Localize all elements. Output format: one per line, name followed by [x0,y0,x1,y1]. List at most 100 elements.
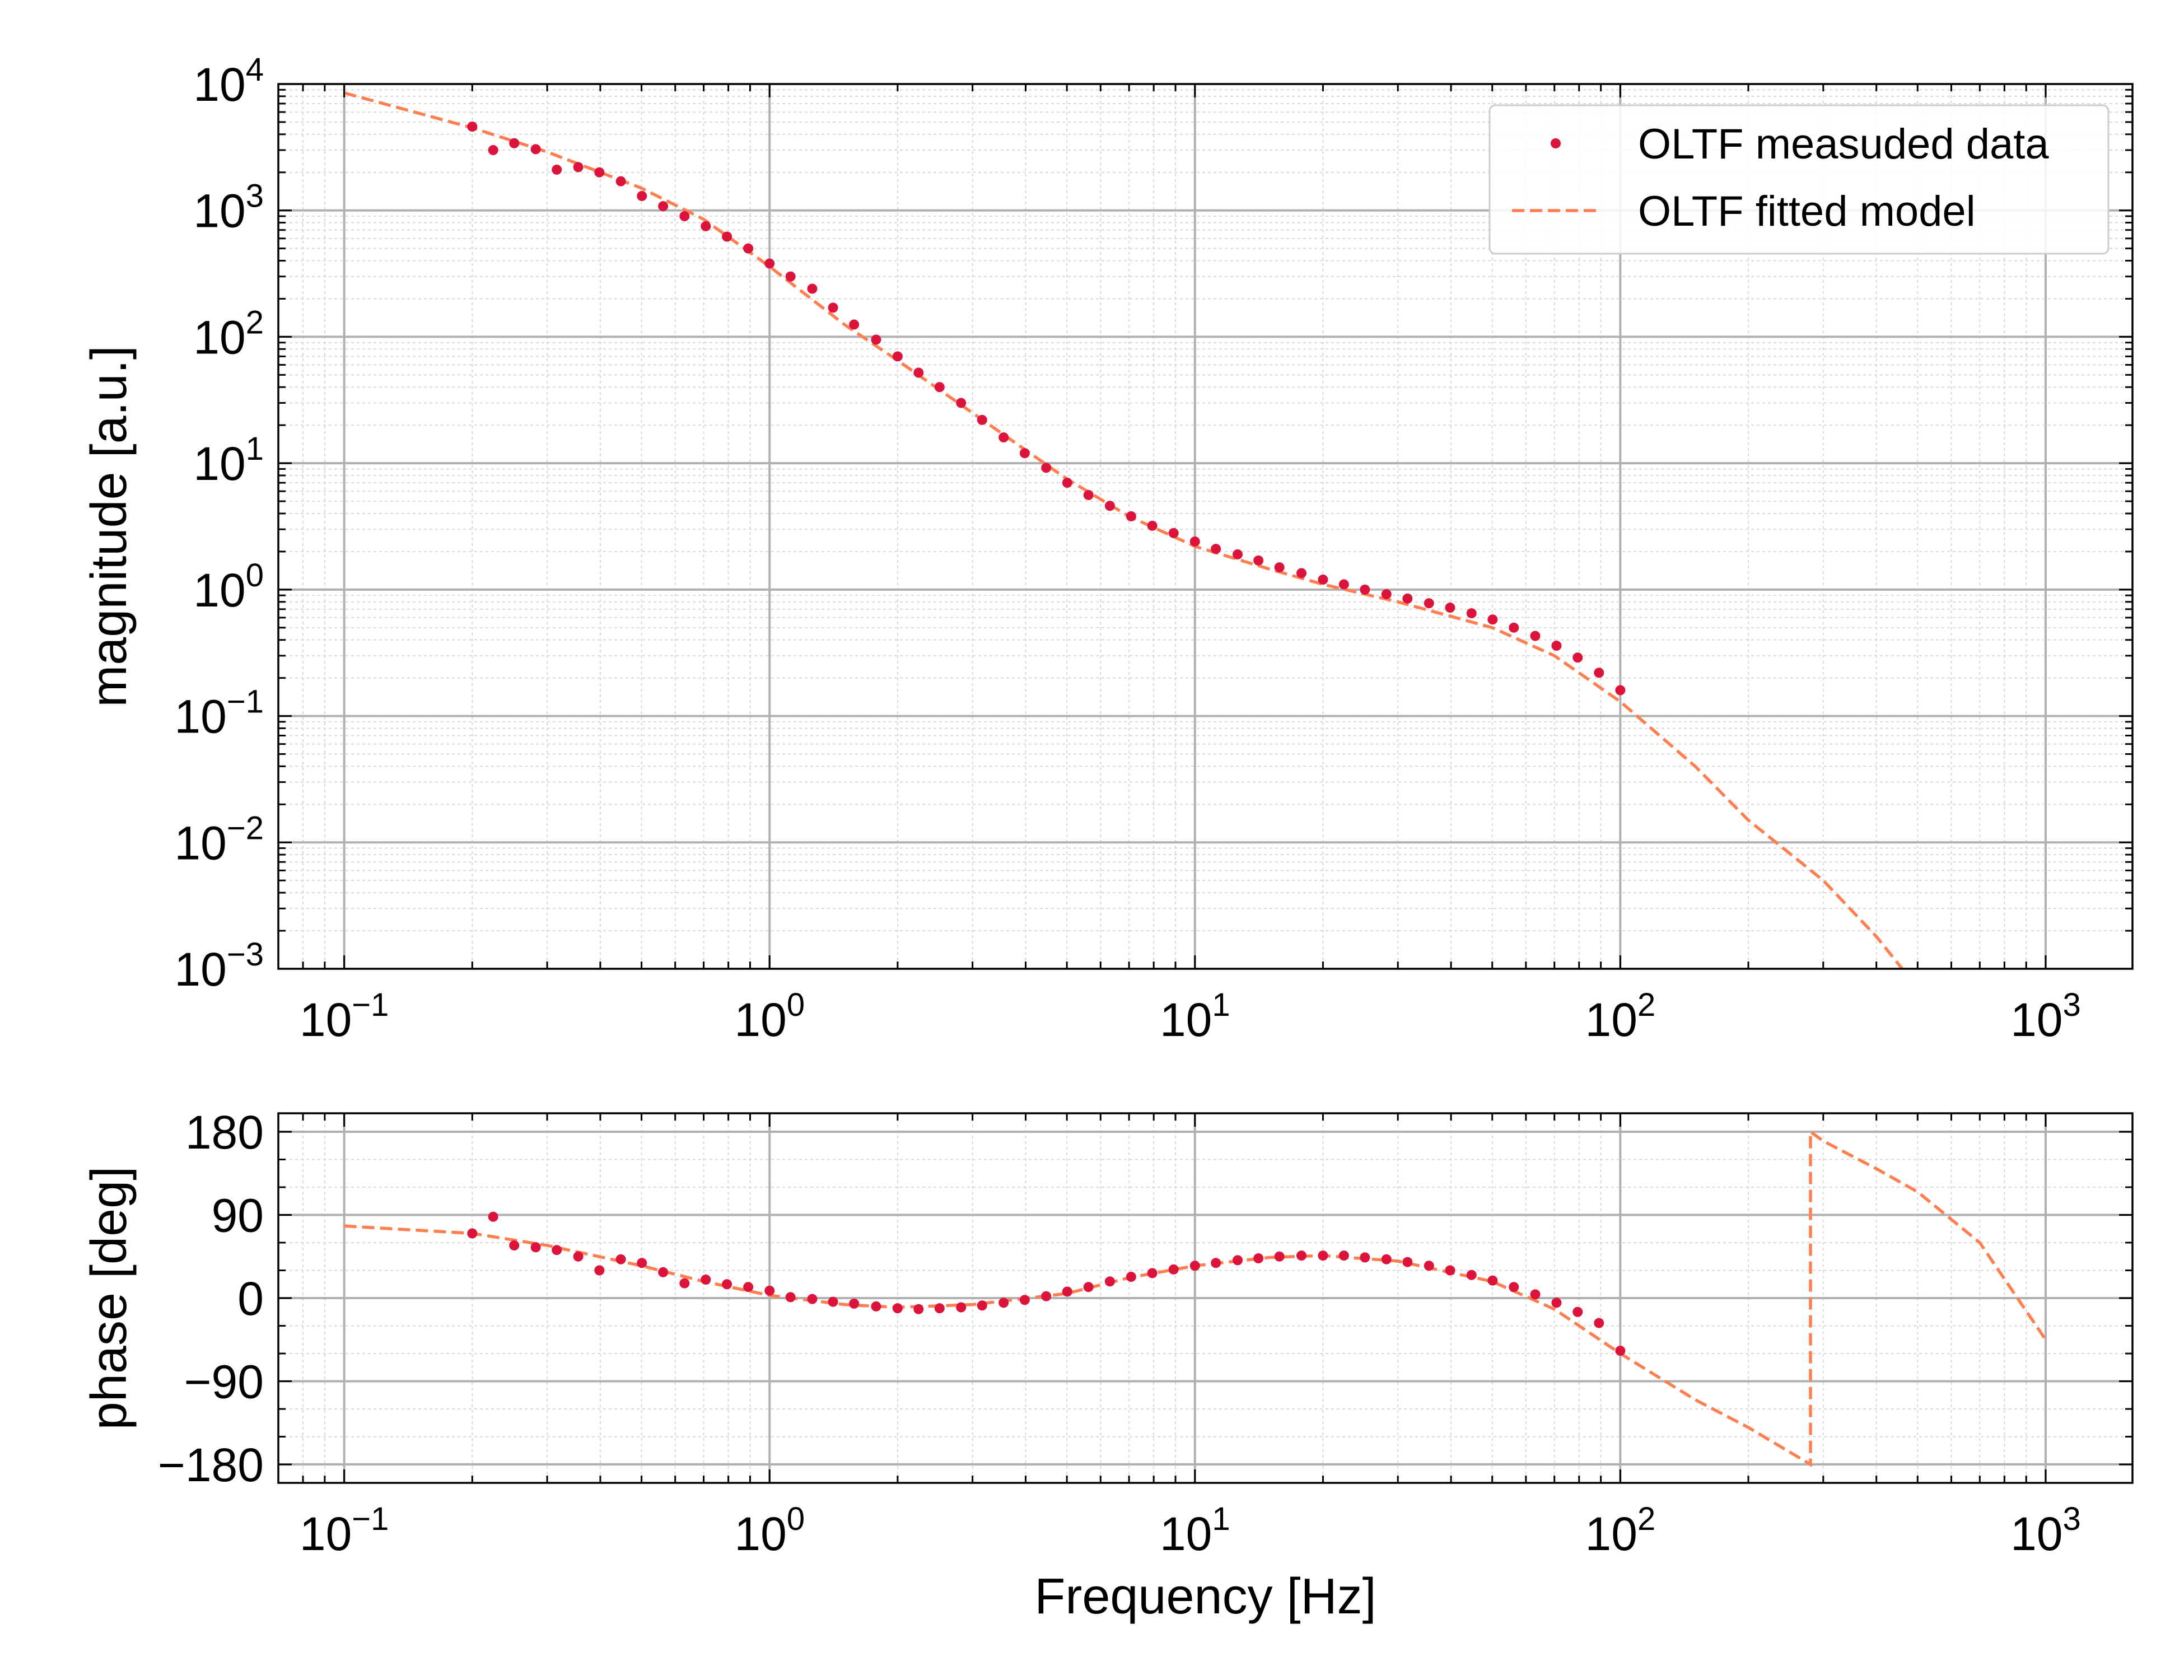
x-tick-label-exponent: −1 [352,987,389,1023]
data-point [1189,536,1200,547]
y-tick-label: 100 [193,557,264,617]
data-point [467,122,478,132]
data-point [977,1300,987,1311]
data-point [1083,489,1094,500]
y-tick-label-exponent: 3 [246,178,264,214]
y-tick-label-exponent: 4 [246,52,264,88]
data-point [1360,584,1370,595]
y-tick-label-exponent: 2 [246,304,264,340]
data-point [1233,549,1243,559]
ticks [277,1113,2132,1483]
y-tick-label-exponent: 1 [246,431,264,467]
x-tick-label-base: 10 [300,1508,352,1560]
y-tick-label: 10−3 [174,936,264,996]
x-tick-label-base: 10 [1585,1508,1637,1560]
data-point [509,1240,520,1250]
data-point [488,145,498,156]
data-point [1360,1252,1370,1263]
data-point [1189,1261,1200,1271]
x-tick-label-exponent: 2 [1637,1501,1655,1537]
data-point [509,138,520,148]
data-point [1147,520,1158,531]
data-point [722,1279,732,1290]
data-point [1083,1282,1094,1292]
data-point [892,1303,903,1314]
x-tick-label-exponent: 2 [1637,987,1655,1023]
y-tick-label-base: 10 [174,690,226,743]
y-tick-label-exponent: 0 [246,557,264,594]
data-point [913,367,924,378]
legend: OLTF measuded data OLTF fitted model [1488,104,2110,255]
data-point [467,1228,478,1239]
x-tick-label-base: 10 [300,993,352,1046]
x-tick-label: 102 [1585,1501,1656,1560]
legend-box [1488,104,2110,255]
data-point [1126,1272,1136,1282]
data-point [679,211,690,222]
data-point [1211,1258,1221,1268]
data-point [1168,528,1179,538]
y-tick-label-exponent: −3 [227,936,264,973]
data-point [1296,568,1307,578]
y-tick-label-base: 10 [174,816,226,869]
data-point [743,1282,754,1292]
data-point [1424,598,1434,609]
data-point [658,1267,669,1277]
data-point [1530,1289,1541,1300]
data-point [722,231,732,242]
x-tick-label-exponent: 0 [787,987,805,1023]
data-point [1572,1306,1583,1317]
y-tick-label-base: 10 [193,185,245,237]
x-tick-label: 100 [734,1501,805,1560]
data-point [1062,1286,1072,1297]
data-point [977,414,987,425]
plot-area [344,1128,2047,1467]
data-point [1487,614,1498,625]
x-tick-label: 103 [2010,1501,2081,1560]
data-point [1530,631,1541,641]
data-point [934,1303,945,1314]
data-point [785,271,796,282]
x-tick-label: 10−1 [300,987,389,1046]
x-tick-label-base: 10 [2010,993,2062,1046]
data-point [552,1245,562,1256]
data-point [1296,1250,1307,1261]
data-point [1445,603,1455,613]
data-point [764,258,775,269]
data-point [615,1254,626,1264]
y-tick-label: 104 [193,52,264,111]
y-tick-label: 102 [193,304,264,363]
data-point [637,190,647,201]
x-tick-label: 10−1 [300,1501,389,1560]
y-axis-label: phase [deg] [81,1166,137,1430]
data-point [1062,478,1072,488]
y-tick-label-base: 10 [193,311,245,363]
data-point [1445,1265,1455,1276]
data-point [1615,1346,1626,1356]
data-point [764,1285,775,1296]
data-point [1274,562,1285,573]
x-tick-label-base: 10 [1160,1508,1212,1560]
data-point [552,164,562,175]
data-point [743,243,754,254]
data-point [849,319,860,330]
data-point [1338,1250,1349,1261]
y-tick-label-base: 10 [193,564,245,617]
data-point [1126,511,1136,521]
x-tick-label: 102 [1585,987,1656,1046]
x-tick-label: 101 [1160,1501,1230,1560]
x-tick-label: 103 [2010,987,2081,1046]
data-point [1424,1261,1434,1271]
data-point [1041,1291,1052,1301]
data-point [1338,579,1349,590]
legend-label: OLTF fitted model [1638,188,1976,235]
x-axis-label: Frequency [Hz] [1034,1569,1376,1625]
data-point [573,162,584,172]
x-tick-label-base: 10 [1585,993,1637,1046]
data-point [658,201,669,212]
y-tick-label: 0 [237,1272,264,1325]
data-point [679,1278,690,1289]
data-point [1168,1264,1179,1275]
